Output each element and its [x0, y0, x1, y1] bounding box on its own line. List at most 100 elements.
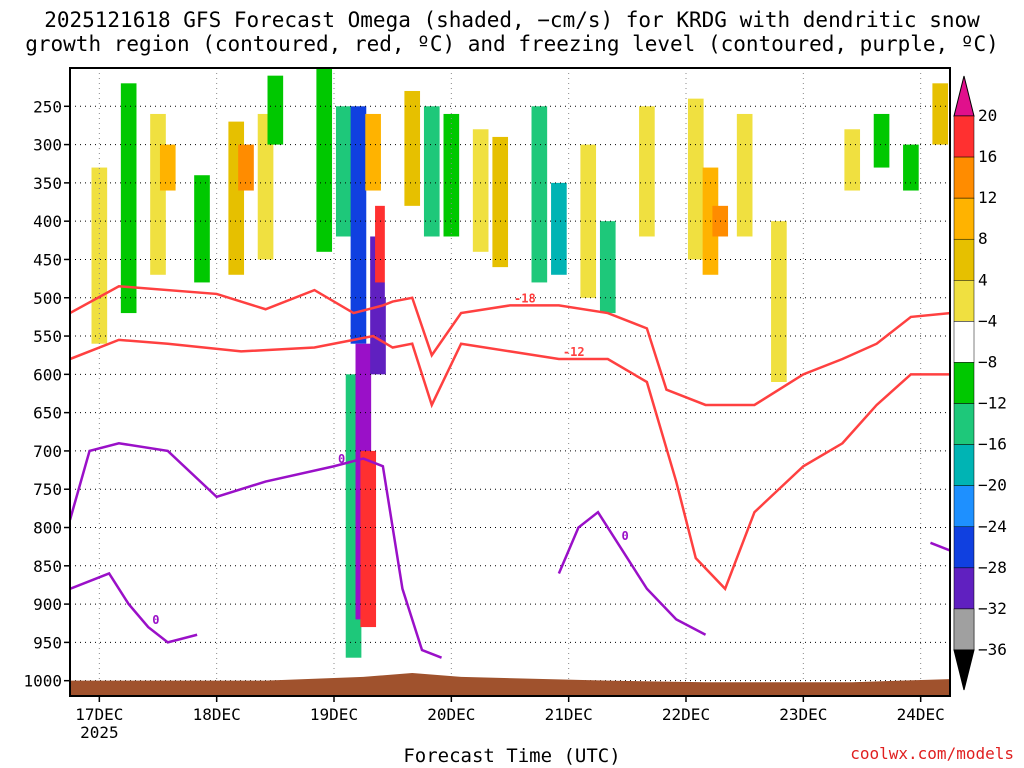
x-tick-label-22DEC: 22DEC: [662, 705, 710, 724]
y-tick-label-550: 550: [33, 327, 62, 346]
omega-cell-19: [404, 90, 421, 206]
omega-cell-18: [384, 83, 401, 298]
omega-cell-24: [531, 106, 548, 283]
chart-title-line-2: growth region (contoured, red, ºC) and f…: [25, 32, 999, 56]
colorbar-label-13: −36: [978, 640, 1007, 659]
colorbar-swatch-8: [953, 444, 975, 486]
x-axis-label: Forecast Time (UTC): [403, 745, 621, 767]
x-tick-label-20DEC: 20DEC: [427, 705, 475, 724]
omega-cell-20: [423, 106, 440, 237]
omega-cell-3: [159, 144, 176, 191]
colorbar-label-3: 8: [978, 229, 988, 248]
x-tick-label-24DEC: 24DEC: [897, 705, 945, 724]
colorbar-label-2: 12: [978, 188, 997, 207]
y-tick-label-900: 900: [33, 595, 62, 614]
y-tick-label-250: 250: [33, 97, 62, 116]
freezing-contour-1: [70, 441, 443, 659]
omega-cell-14: [360, 450, 377, 628]
colorbar-label-10: −24: [978, 517, 1007, 536]
x-tick-label-23DEC: 23DEC: [779, 705, 827, 724]
x-tick-label-19DEC: 19DEC: [310, 705, 358, 724]
colorbar-swatch-3: [953, 238, 975, 281]
x-tick-label-17DEC: 17DEC: [75, 705, 123, 724]
colorbar-swatch-5: [953, 321, 975, 363]
y-tick-label-850: 850: [33, 557, 62, 576]
omega-cell-37: [932, 83, 949, 145]
freezing-contour-label-0: 0: [152, 613, 159, 627]
y-tick-label-450: 450: [33, 250, 62, 269]
omega-cell-27: [599, 221, 616, 314]
omega-cell-26: [580, 144, 597, 298]
colorbar-swatch-11: [953, 567, 975, 610]
ground-surface: [70, 673, 950, 696]
y-tick-label-950: 950: [33, 633, 62, 652]
colorbar-swatch-1: [953, 156, 975, 199]
colorbar-label-7: −12: [978, 394, 1007, 413]
omega-cell-36: [903, 144, 919, 191]
freezing-contour-2: [557, 510, 707, 636]
plot-frame: [69, 67, 951, 697]
omega-cell-23: [492, 136, 509, 268]
omega-cell-22: [472, 129, 489, 252]
colorbar-swatch-2: [953, 197, 975, 240]
colorbar-label-1: 16: [978, 147, 997, 166]
colorbar-label-8: −16: [978, 435, 1007, 454]
dgz-contour-0: [70, 284, 950, 407]
colorbar-bottom-arrow: [953, 649, 975, 691]
y-tick-label-650: 650: [33, 404, 62, 423]
omega-cell-32: [736, 113, 753, 237]
y-tick-label-300: 300: [33, 136, 62, 155]
dgz-contour-label-1: -12: [563, 345, 585, 359]
y-tick-label-800: 800: [33, 519, 62, 538]
omega-cell-7: [257, 113, 274, 260]
colorbar-label-12: −32: [978, 599, 1007, 618]
colorbar-label-0: 20: [978, 106, 997, 125]
y-tick-label-750: 750: [33, 480, 62, 499]
colorbar-swatch-13: [953, 608, 975, 651]
chart-title-line-1: 2025121618 GFS Forecast Omega (shaded, −…: [44, 8, 980, 32]
colorbar-swatch-4: [953, 280, 975, 322]
colorbar-swatch-9: [953, 485, 975, 528]
colorbar-label-5: −4: [978, 311, 997, 330]
omega-cell-9: [316, 68, 333, 252]
colorbar-swatch-6: [953, 362, 975, 404]
credit-link[interactable]: coolwx.com/models: [850, 744, 1014, 763]
y-tick-label-500: 500: [33, 289, 62, 308]
omega-cell-12: [350, 106, 367, 344]
x-tick-sublabel-17DEC: 2025: [80, 723, 119, 742]
y-tick-label-1000: 1000: [23, 672, 62, 691]
omega-cell-4: [194, 175, 210, 283]
omega-cell-10: [335, 106, 352, 237]
colorbar-label-6: −8: [978, 352, 997, 371]
freezing-contour-3: [929, 541, 950, 552]
omega-cell-6: [238, 144, 254, 191]
colorbar-label-4: 4: [978, 270, 988, 289]
omega-cell-8: [267, 75, 284, 145]
x-tick-label-18DEC: 18DEC: [193, 705, 241, 724]
freezing-contour-label-1: 0: [338, 452, 345, 466]
omega-cell-15: [365, 113, 381, 191]
freezing-contour-0: [70, 571, 198, 644]
colorbar-swatch-0: [953, 115, 975, 158]
freezing-contour-label-2: 0: [622, 529, 629, 543]
y-tick-label-600: 600: [33, 365, 62, 384]
y-tick-label-350: 350: [33, 174, 62, 193]
colorbar-swatch-7: [953, 403, 975, 445]
colorbar-top-arrow: [953, 75, 975, 117]
omega-cell-35: [873, 113, 890, 168]
y-tick-label-400: 400: [33, 212, 62, 231]
x-tick-label-21DEC: 21DEC: [545, 705, 593, 724]
colorbar-label-11: −28: [978, 558, 1007, 577]
colorbar-swatch-10: [953, 526, 975, 569]
dgz-contour-label-0: -18: [514, 291, 536, 305]
dgz-contour-1: [70, 334, 950, 592]
omega-cell-33: [771, 221, 787, 382]
plot-background: [70, 68, 950, 696]
omega-cell-29: [687, 98, 704, 260]
colorbar-label-9: −20: [978, 476, 1007, 495]
omega-cell-34: [844, 129, 861, 191]
omega-cell-1: [120, 83, 137, 314]
omega-cell-28: [639, 106, 655, 237]
omega-cell-25: [551, 182, 567, 275]
